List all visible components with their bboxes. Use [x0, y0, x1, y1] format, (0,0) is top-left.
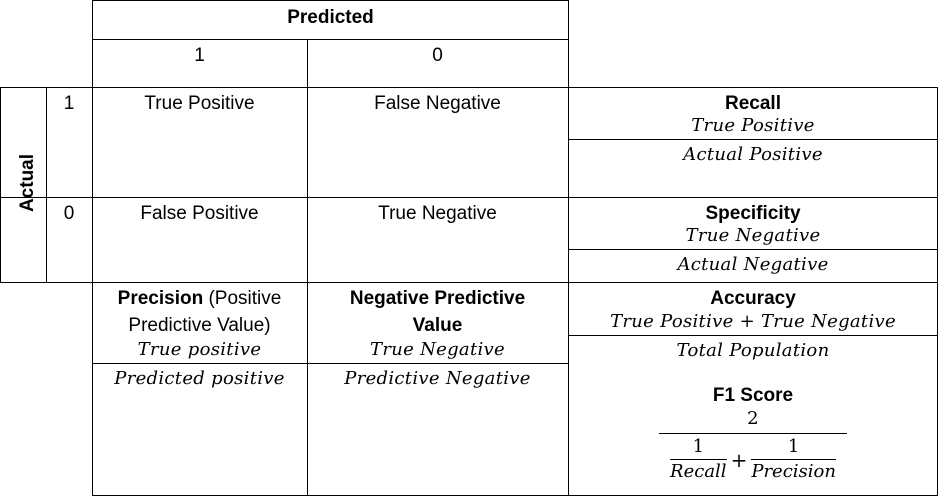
grid-line-predicted-bottom — [92, 39, 569, 40]
accuracy-numerator: True Positive + True Negative — [610, 311, 896, 332]
f1-precision-term-bar — [751, 459, 836, 460]
f1-denominator: 1 Recall + 1 Precision — [670, 437, 836, 482]
f1-precision-term: 1 Precision — [751, 437, 836, 482]
predicted-col-1-label: 1 — [194, 45, 205, 66]
actual-row-0-label: 0 — [63, 203, 75, 224]
precision-title-line-2: Predictive Value) — [128, 315, 271, 336]
f1-recall-term: 1 Recall — [670, 437, 727, 482]
recall-cell: Recall True Positive Actual Positive — [568, 87, 938, 197]
recall-denominator: Actual Positive — [683, 144, 823, 165]
true-positive-text: True Positive — [144, 93, 255, 114]
false-negative-cell: False Negative — [307, 87, 568, 197]
actual-row-0-header: 0 — [46, 197, 92, 282]
actual-label: Actual — [17, 153, 38, 213]
accuracy-denominator: Total Population — [676, 340, 830, 361]
predicted-header: Predicted — [92, 0, 569, 39]
accuracy-title: Accuracy — [710, 288, 796, 309]
f1-numerator: 2 — [747, 408, 759, 429]
accuracy-fraction-bar — [568, 335, 938, 336]
precision-denominator: Predicted positive — [114, 368, 285, 389]
precision-title: Precision — [117, 288, 204, 309]
grid-line-rowlabel-right — [92, 0, 93, 496]
recall-formula: True Positive Actual Positive — [568, 115, 938, 165]
true-positive-cell: True Positive — [92, 87, 307, 197]
f1-recall-term-numerator: 1 — [692, 436, 705, 457]
recall-numerator: True Positive — [691, 115, 815, 136]
predicted-col-1-header: 1 — [92, 39, 307, 87]
npv-formula: True Negative Predictive Negative — [307, 339, 568, 389]
grid-line-actual-right — [46, 87, 47, 283]
npv-cell: Negative Predictive Value True Negative … — [307, 282, 568, 496]
true-negative-cell: True Negative — [307, 197, 568, 282]
grid-line-left-actual — [0, 87, 1, 283]
npv-title-line-1: Negative Predictive — [349, 288, 526, 309]
precision-formula: True positive Predicted positive — [92, 339, 307, 389]
f1-score-formula: 2 1 Recall + 1 Precision — [568, 408, 938, 482]
false-positive-cell: False Positive — [92, 197, 307, 282]
npv-title-line-2: Value — [412, 315, 463, 336]
f1-precision-term-numerator: 1 — [787, 436, 800, 457]
grid-line-col1-right — [307, 39, 308, 496]
grid-line-header-bottom — [0, 87, 938, 88]
f1-recall-term-bar — [670, 459, 727, 460]
predicted-col-0-header: 0 — [307, 39, 568, 87]
specificity-formula: True Negative Actual Negative — [568, 225, 938, 275]
predicted-col-0-label: 0 — [432, 45, 443, 66]
specificity-title: Specificity — [705, 203, 801, 224]
specificity-denominator: Actual Negative — [677, 254, 829, 275]
true-negative-text: True Negative — [378, 203, 497, 224]
specificity-cell: Specificity True Negative Actual Negativ… — [568, 197, 938, 282]
f1-precision-term-denominator: Precision — [751, 461, 836, 482]
f1-recall-term-denominator: Recall — [670, 461, 727, 482]
f1-plus-sign: + — [730, 447, 748, 472]
accuracy-formula: True Positive + True Negative Total Popu… — [568, 311, 938, 361]
grid-line-row0-bottom — [0, 282, 938, 283]
grid-line-col0-right — [568, 0, 569, 496]
f1-score-title: F1 Score — [712, 385, 794, 406]
specificity-numerator: True Negative — [685, 225, 821, 246]
actual-row-1-header: 1 — [46, 87, 92, 197]
actual-row-1-label: 1 — [63, 93, 75, 114]
recall-title: Recall — [725, 93, 781, 114]
predicted-label: Predicted — [287, 7, 374, 28]
false-positive-text: False Positive — [140, 203, 259, 224]
precision-numerator: True positive — [137, 339, 262, 360]
false-negative-text: False Negative — [374, 93, 501, 114]
npv-denominator: Predictive Negative — [344, 368, 531, 389]
precision-title-rest: (Positive — [203, 288, 282, 309]
precision-cell: Precision (Positive Predictive Value) Tr… — [92, 282, 307, 496]
specificity-fraction-bar — [568, 249, 938, 250]
accuracy-f1-cell: Accuracy True Positive + True Negative T… — [568, 282, 938, 496]
f1-main-fraction-bar — [659, 433, 847, 434]
grid-line-top — [92, 0, 569, 1]
recall-fraction-bar — [568, 139, 938, 140]
precision-fraction-bar — [92, 363, 307, 364]
npv-fraction-bar — [307, 363, 568, 364]
grid-line-row1-bottom — [0, 197, 938, 198]
npv-numerator: True Negative — [370, 339, 505, 360]
precision-title-line-1: Precision (Positive — [92, 287, 307, 311]
